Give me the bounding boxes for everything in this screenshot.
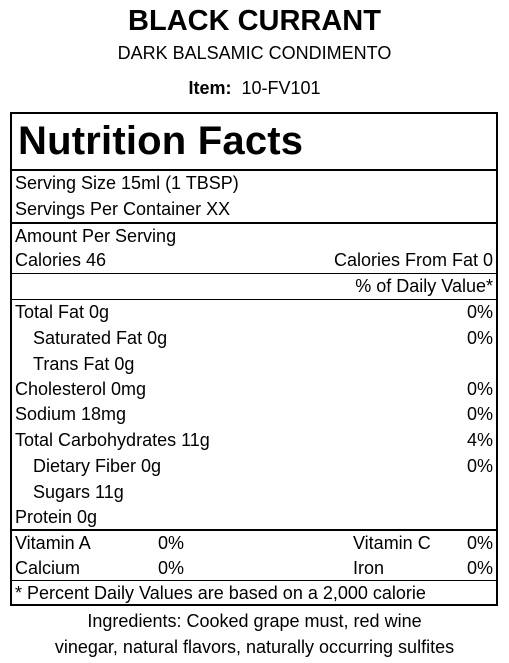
nutrient-label: Dietary Fiber 0g	[33, 456, 162, 476]
vitamin-c-value: 0%	[466, 533, 493, 553]
nutrient-label: Saturated Fat 0g	[33, 328, 168, 348]
divider	[12, 169, 496, 171]
calcium-label: Calcium	[15, 558, 81, 578]
nutrient-row: Sugars 11g	[15, 480, 493, 504]
nutrient-label: Cholesterol 0mg	[15, 379, 147, 399]
serving-size-row: Serving Size 15ml (1 TBSP)	[15, 171, 493, 195]
nutrient-dv: 0%	[466, 379, 493, 399]
nutrient-dv: 0%	[466, 302, 493, 322]
nutrient-row: Total Fat 0g 0%	[15, 300, 493, 324]
servings-per-container-row: Servings Per Container XX	[15, 197, 493, 221]
nutrient-label: Trans Fat 0g	[33, 354, 135, 374]
iron-value: 0%	[466, 558, 493, 578]
nutrient-row: Saturated Fat 0g 0%	[15, 326, 493, 350]
divider	[12, 529, 496, 531]
item-number-line: Item: 10-FV101	[0, 77, 509, 99]
calcium-value: 0%	[158, 558, 185, 578]
amount-per-serving-row: Amount Per Serving	[15, 224, 493, 248]
nutrient-dv: 4%	[466, 430, 493, 450]
nutrition-facts-panel: Nutrition Facts Serving Size 15ml (1 TBS…	[10, 112, 498, 606]
serving-size: Serving Size 15ml (1 TBSP)	[15, 173, 239, 193]
daily-value-header: % of Daily Value*	[355, 276, 493, 296]
nutrient-row: Total Carbohydrates 11g 4%	[15, 428, 493, 452]
divider	[12, 299, 496, 300]
nutrient-label: Protein 0g	[15, 507, 98, 527]
daily-value-header-row: % of Daily Value*	[15, 274, 493, 298]
nutrient-row: Trans Fat 0g	[15, 352, 493, 376]
nutrient-label: Sodium 18mg	[15, 404, 127, 424]
footnote: * Percent Daily Values are based on a 2,…	[15, 583, 426, 603]
calories-from-fat: Calories From Fat 0	[333, 250, 493, 270]
vitamin-a-label: Vitamin A	[15, 533, 91, 553]
servings-per-container: Servings Per Container XX	[15, 199, 231, 219]
divider	[12, 580, 496, 581]
iron-label: Iron	[353, 558, 385, 578]
ingredients-line-2: vinegar, natural flavors, naturally occu…	[54, 637, 455, 657]
item-label: Item:	[188, 78, 232, 98]
footnote-row: * Percent Daily Values are based on a 2,…	[15, 581, 493, 605]
product-type: DARK BALSAMIC CONDIMENTO	[117, 43, 392, 63]
nutrient-label: Total Fat 0g	[15, 302, 110, 322]
nutrient-dv: 0%	[466, 328, 493, 348]
nutrient-label: Sugars 11g	[33, 482, 124, 502]
divider	[12, 273, 496, 274]
vitamin-c-label: Vitamin C	[353, 533, 431, 553]
ingredients-line-1: Ingredients: Cooked grape must, red wine	[87, 611, 422, 631]
nutrient-label: Total Carbohydrates 11g	[15, 430, 210, 450]
nutrient-row: Dietary Fiber 0g 0%	[15, 454, 493, 478]
calories: Calories 46	[15, 250, 107, 270]
item-number: 10-FV101	[241, 78, 321, 98]
product-name: BLACK CURRANT	[128, 5, 381, 37]
vitamin-a-value: 0%	[158, 533, 185, 553]
nutrient-row: Protein 0g	[15, 505, 493, 529]
amount-per-serving: Amount Per Serving	[15, 226, 177, 246]
nutrient-dv: 0%	[466, 456, 493, 476]
calories-row: Calories 46 Calories From Fat 0	[15, 248, 493, 272]
nutrient-dv: 0%	[466, 404, 493, 424]
nutrition-facts-title: Nutrition Facts	[18, 119, 304, 163]
nutrient-row: Sodium 18mg 0%	[15, 402, 493, 426]
ingredients: Ingredients: Cooked grape must, red wine…	[0, 608, 509, 660]
nutrient-row: Cholesterol 0mg 0%	[15, 377, 493, 401]
divider	[12, 222, 496, 224]
